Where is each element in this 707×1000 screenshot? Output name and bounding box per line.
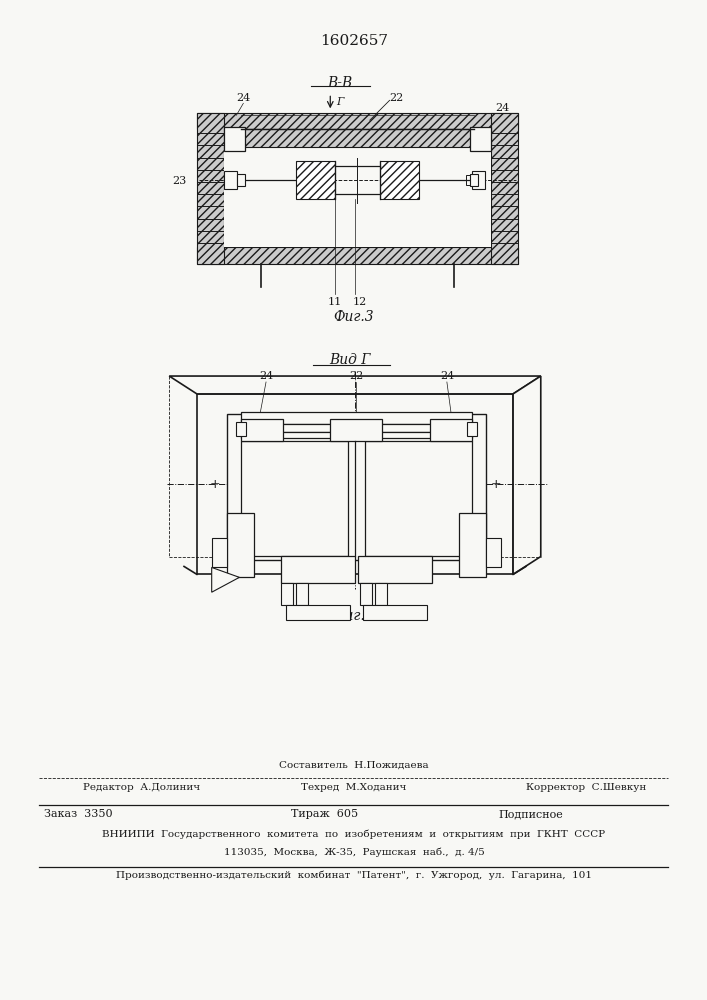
Text: 22: 22	[390, 93, 404, 103]
Text: Составитель  Н.Пожидаева: Составитель Н.Пожидаева	[279, 761, 429, 770]
Bar	[486, 538, 501, 567]
Bar	[236, 422, 246, 436]
Text: 22: 22	[349, 371, 363, 381]
Text: 26: 26	[296, 465, 310, 475]
Text: +: +	[409, 458, 420, 472]
Text: 24: 24	[259, 371, 273, 381]
Text: +: +	[209, 478, 220, 491]
Bar	[241, 419, 283, 441]
Bar	[223, 171, 238, 189]
Bar	[330, 419, 382, 441]
Bar	[459, 513, 486, 577]
Bar	[363, 605, 427, 620]
Text: ВНИИПИ  Государственного  комитета  по  изобретениям  и  открытиям  при  ГКНТ  С: ВНИИПИ Государственного комитета по изоб…	[103, 829, 606, 839]
Text: 24: 24	[496, 103, 510, 113]
Bar	[238, 174, 245, 186]
Bar	[380, 161, 419, 199]
Text: +: +	[265, 458, 277, 472]
Bar	[241, 129, 474, 147]
Text: Техред  М.Ходанич: Техред М.Ходанич	[301, 783, 407, 792]
Text: Подписное: Подписное	[498, 809, 563, 819]
Bar	[281, 583, 293, 605]
Text: Вид Г: Вид Г	[329, 353, 370, 367]
Bar	[223, 129, 491, 247]
Text: Г: Г	[337, 97, 344, 107]
Text: +: +	[265, 503, 277, 517]
Text: Тираж  605: Тираж 605	[291, 809, 358, 819]
Bar	[197, 247, 518, 264]
Bar	[211, 538, 226, 567]
Text: Заказ  3350: Заказ 3350	[44, 809, 112, 819]
Text: 23: 23	[173, 176, 187, 186]
Bar	[375, 583, 387, 605]
Bar	[226, 414, 486, 560]
Bar	[241, 441, 348, 556]
Bar	[296, 161, 335, 199]
Bar	[472, 171, 486, 189]
Bar	[296, 583, 308, 605]
Bar	[469, 127, 491, 151]
Bar	[469, 174, 477, 186]
Text: Корректор  С.Шевкун: Корректор С.Шевкун	[526, 783, 646, 792]
Text: +: +	[409, 503, 420, 517]
Bar	[358, 556, 432, 583]
Bar	[430, 419, 472, 441]
Bar	[223, 127, 245, 151]
Bar	[360, 583, 372, 605]
Text: +: +	[491, 478, 501, 491]
Text: 12: 12	[353, 297, 367, 307]
Polygon shape	[169, 376, 541, 394]
Text: Фиг.3: Фиг.3	[334, 310, 374, 324]
Text: Редактор  А.Долинич: Редактор А.Долинич	[83, 783, 200, 792]
Bar	[241, 412, 472, 424]
Text: 1602657: 1602657	[320, 34, 388, 48]
Text: 11: 11	[328, 297, 342, 307]
Text: Производственно-издательский  комбинат  "Патент",  г.  Ужгород,  ул.  Гагарина, : Производственно-издательский комбинат "П…	[116, 871, 592, 880]
Text: 24: 24	[440, 371, 454, 381]
Bar	[286, 605, 350, 620]
Bar	[238, 175, 243, 185]
Bar	[467, 422, 477, 436]
Bar	[226, 513, 255, 577]
Bar	[241, 424, 472, 432]
Bar	[491, 113, 518, 264]
Bar	[281, 556, 355, 583]
Bar	[365, 441, 472, 556]
Text: 24: 24	[236, 93, 250, 103]
Bar	[197, 113, 518, 129]
Bar	[197, 394, 513, 574]
Text: В-В: В-В	[327, 76, 353, 90]
Bar	[241, 432, 472, 438]
Polygon shape	[513, 376, 541, 574]
Text: 113035,  Москва,  Ж-35,  Раушская  наб.,  д. 4/5: 113035, Москва, Ж-35, Раушская наб., д. …	[223, 847, 484, 857]
Bar	[197, 113, 223, 264]
Text: Фиг.4: Фиг.4	[334, 609, 374, 623]
Bar	[466, 175, 472, 185]
Polygon shape	[211, 567, 240, 592]
